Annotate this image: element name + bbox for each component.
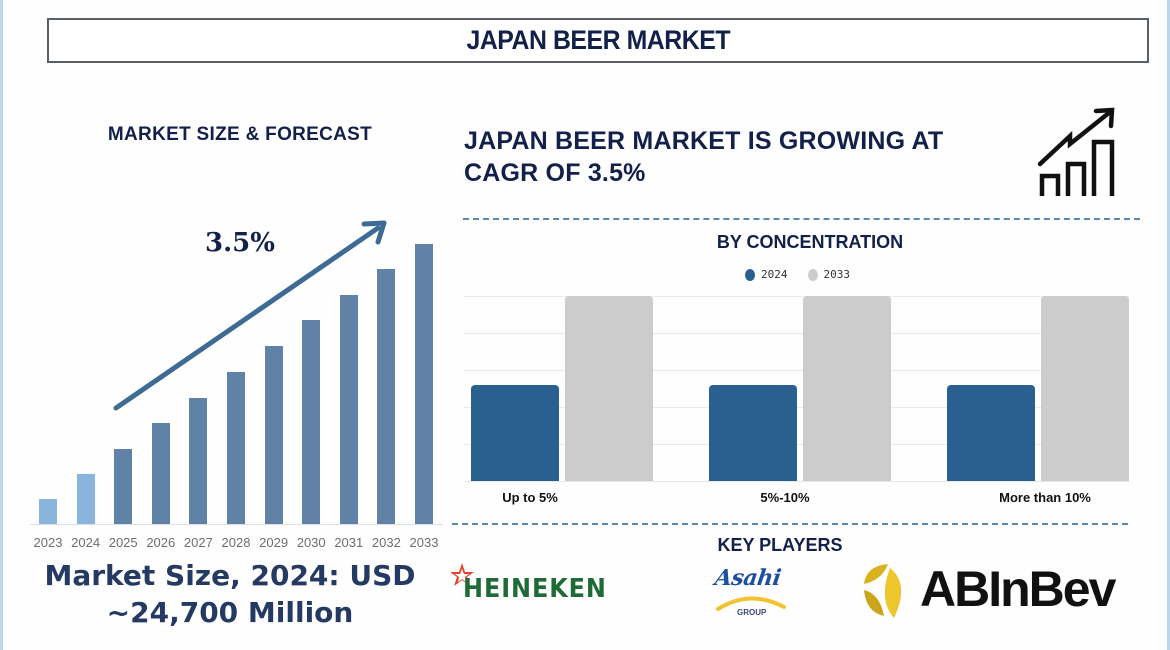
x-tick-label: 2023 — [33, 535, 63, 550]
legend-dot-icon — [745, 268, 755, 281]
asahi-logo: Asahi GROUP — [712, 565, 792, 625]
x-tick-label: 2033 — [409, 535, 439, 550]
abinbev-leaf-icon — [864, 564, 902, 618]
legend-item-2024: 2024 — [745, 268, 788, 281]
key-players-title: KEY PLAYERS — [717, 535, 843, 555]
bar-2024 — [709, 385, 797, 481]
bar-2023 — [39, 499, 57, 524]
growth-chart-icon — [1037, 107, 1115, 196]
bar-2024 — [947, 385, 1035, 481]
bar-2031 — [339, 295, 358, 524]
chart-baseline — [30, 524, 443, 525]
bar-2032 — [377, 269, 396, 524]
abinbev-logo: ABInBev — [860, 560, 1140, 624]
x-tick-label: 2031 — [334, 535, 364, 550]
bar-2026 — [151, 423, 170, 524]
market-size-line-1: Market Size, 2024: USD — [44, 559, 416, 592]
star-icon — [450, 563, 474, 586]
abinbev-wordmark: ABInBev — [920, 561, 1116, 617]
market-size-summary: Market Size, 2024: USD ~24,700 Million — [0, 557, 460, 631]
legend-label: 2033 — [823, 268, 851, 281]
category-label: 5%-10% — [760, 490, 810, 505]
category-label: Up to 5% — [502, 490, 558, 505]
legend-label: 2024 — [761, 268, 788, 281]
growth-line-2: CAGR OF 3.5% — [464, 159, 646, 187]
bar-2024 — [471, 385, 559, 481]
growth-statement: JAPAN BEER MARKET IS GROWING AT CAGR OF … — [464, 125, 1004, 189]
category-label: More than 10% — [999, 490, 1091, 505]
x-tick-label: 2029 — [259, 535, 289, 550]
bar-2029 — [264, 346, 283, 524]
bar-2033 — [565, 296, 653, 481]
bar-2033 — [803, 296, 891, 481]
x-tick-label: 2028 — [221, 535, 251, 550]
growth-line-1: JAPAN BEER MARKET IS GROWING AT — [464, 127, 944, 155]
bar-2028 — [227, 372, 245, 524]
concentration-title: BY CONCENTRATION — [716, 232, 904, 252]
growth-arrow-icon — [113, 220, 387, 411]
asahi-wordmark: Asahi — [713, 565, 783, 591]
x-tick-label: 2025 — [108, 535, 138, 550]
bar-2033 — [1041, 296, 1129, 481]
x-tick-label: 2032 — [371, 535, 401, 550]
bar-2030 — [302, 320, 321, 524]
section-divider — [452, 523, 1128, 525]
legend-item-2033: 2033 — [807, 268, 851, 281]
page-title: JAPAN BEER MARKET — [466, 25, 730, 55]
title-banner: JAPAN BEER MARKET — [47, 18, 1149, 63]
heineken-wordmark: HEINEKEN — [463, 574, 607, 604]
bar-2025 — [114, 449, 133, 524]
bar-2024 — [76, 474, 95, 524]
market-size-heading: MARKET SIZE & FORECAST — [107, 124, 373, 145]
x-tick-label: 2026 — [146, 535, 176, 550]
bar-2033 — [415, 244, 433, 524]
gridline — [464, 481, 1129, 482]
market-size-line-2: ~24,700 Million — [106, 596, 354, 629]
gridline — [464, 333, 1129, 334]
x-tick-label: 2030 — [296, 535, 326, 550]
gridline — [464, 370, 1129, 371]
section-divider — [463, 218, 1140, 220]
x-tick-label: 2027 — [183, 535, 213, 550]
bar-2027 — [189, 398, 208, 524]
gridline — [464, 296, 1129, 297]
x-tick-label: 2024 — [71, 535, 101, 550]
chart-legend: 2024 2033 — [745, 268, 850, 281]
heineken-logo: HEINEKEN — [450, 560, 620, 610]
legend-dot-icon — [807, 268, 818, 281]
cagr-annotation: 3.5% — [205, 228, 275, 258]
asahi-arc-icon — [716, 596, 786, 611]
asahi-group-label: GROUP — [737, 608, 767, 617]
